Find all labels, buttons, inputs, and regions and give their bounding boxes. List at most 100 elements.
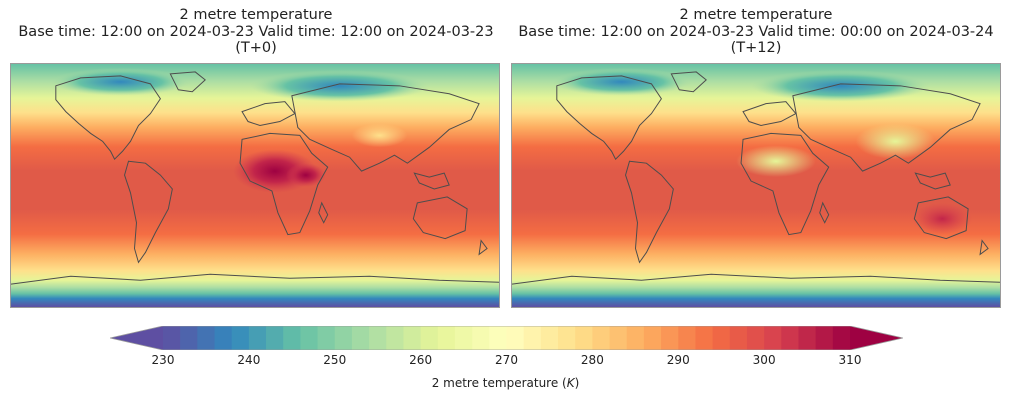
colorbar-bin [661, 326, 679, 350]
europe-outline [742, 101, 797, 127]
cold-region-canada [551, 67, 692, 96]
coastlines [11, 71, 499, 285]
colorbar-bin [317, 326, 336, 350]
panel-title-line2: Base time: 12:00 on 2024-03-23 Valid tim… [18, 23, 494, 40]
colorbar-tick-label: 250 [323, 353, 347, 367]
panel-title-line2: Base time: 12:00 on 2024-03-23 Valid tim… [518, 23, 994, 40]
colorbar-bin [695, 326, 714, 350]
colorbar-tick-label: 290 [666, 353, 690, 367]
colorbar-bin [334, 326, 353, 350]
colorbar-extend-min [110, 326, 163, 350]
asia-outline [291, 83, 480, 172]
colorbar-bin [231, 326, 250, 350]
coastlines [512, 71, 1000, 285]
colorbar-svg [110, 326, 903, 350]
map-panel-t12 [511, 63, 1001, 308]
colorbar-label: 2 metre temperature (K) [0, 376, 1011, 390]
colorbar-bin [798, 326, 817, 350]
colorbar-bin [523, 326, 542, 350]
cool-region-tibet [351, 123, 408, 148]
new-zealand-outline [979, 239, 989, 256]
panel-title-t12: 2 metre temperature Base time: 12:00 on … [506, 7, 1006, 57]
colorbar-tick-label: 230 [151, 353, 175, 367]
temperature-map-t0 [11, 64, 499, 307]
new-zealand-outline [478, 239, 488, 256]
colorbar-tick-label: 310 [838, 353, 862, 367]
temperature-field [512, 64, 1000, 307]
colorbar-bin [351, 326, 370, 350]
colorbar-bin [248, 326, 267, 350]
indonesia-outline [914, 172, 951, 190]
colorbar-bin [454, 326, 473, 350]
colorbar-bin [626, 326, 645, 350]
indonesia-outline [413, 172, 450, 190]
colorbar-bin [369, 326, 387, 350]
antarctica-outline [512, 273, 1000, 285]
colorbar-bin [386, 326, 405, 350]
colorbar-tick-label: 280 [580, 353, 604, 367]
panel-title-line3: (T+0) [235, 40, 277, 56]
colorbar-bin [180, 326, 198, 350]
colorbar-bin [729, 326, 748, 350]
colorbar-tick-label: 300 [752, 353, 776, 367]
colorbar-bin [558, 326, 576, 350]
colorbar-bin [540, 326, 559, 350]
colorbar-bin [781, 326, 800, 350]
madagascar-outline [318, 201, 329, 224]
colorbar-tick-label: 270 [495, 353, 518, 367]
panel-title-line1: 2 metre temperature [679, 7, 833, 23]
cool-region-sahara-night [736, 145, 816, 178]
colorbar-extend-max [850, 326, 903, 350]
cold-region-siberia [751, 69, 931, 102]
colorbar-bin [506, 326, 525, 350]
colorbar-label-unit: K [566, 376, 575, 390]
colorbar-bin [266, 326, 284, 350]
colorbar-bin [197, 326, 216, 350]
colorbar-tick-label: 260 [409, 353, 433, 367]
africa-outline [740, 132, 830, 236]
asia-outline [792, 83, 981, 172]
colorbar-bin [163, 326, 181, 350]
europe-outline [241, 101, 296, 127]
colorbar-bin [283, 326, 301, 350]
colorbar-bin [214, 326, 233, 350]
colorbar-bin [300, 326, 319, 350]
south-america-outline [124, 160, 173, 264]
north-america-outline [556, 75, 662, 161]
map-panel-t0 [10, 63, 500, 308]
hot-region-east-africa [285, 163, 326, 187]
colorbar-bin [746, 326, 765, 350]
colorbar-bin [678, 326, 697, 350]
colorbar-bin [712, 326, 731, 350]
colorbar-bin [592, 326, 611, 350]
colorbar-bin [489, 326, 508, 350]
colorbar-bin [403, 326, 422, 350]
panel-title-line3: (T+12) [730, 40, 782, 56]
colorbar-bin [575, 326, 593, 350]
hot-region-australia [912, 202, 973, 235]
australia-outline [412, 196, 468, 240]
africa-outline [239, 132, 329, 236]
panel-title-t0: 2 metre temperature Base time: 12:00 on … [6, 7, 506, 57]
colorbar-tick-label: 240 [237, 353, 261, 367]
colorbar-bin [609, 326, 628, 350]
greenland-outline [169, 71, 206, 93]
colorbar-bin [643, 326, 662, 350]
greenland-outline [670, 71, 707, 93]
colorbar-bin [815, 326, 834, 350]
colorbar-bin [437, 326, 456, 350]
australia-outline [913, 196, 969, 240]
north-america-outline [55, 75, 161, 161]
cool-region-asia [855, 123, 936, 160]
colorbar-bin [764, 326, 782, 350]
antarctica-outline [11, 273, 499, 285]
panel-title-line1: 2 metre temperature [179, 7, 333, 23]
south-america-outline [625, 160, 674, 264]
madagascar-outline [819, 201, 830, 224]
temperature-map-t12 [512, 64, 1000, 307]
colorbar [110, 326, 903, 350]
colorbar-label-text: 2 metre temperature ( [431, 376, 567, 390]
colorbar-bin [420, 326, 439, 350]
cold-region-canada [50, 67, 191, 96]
cold-region-siberia [250, 69, 430, 102]
